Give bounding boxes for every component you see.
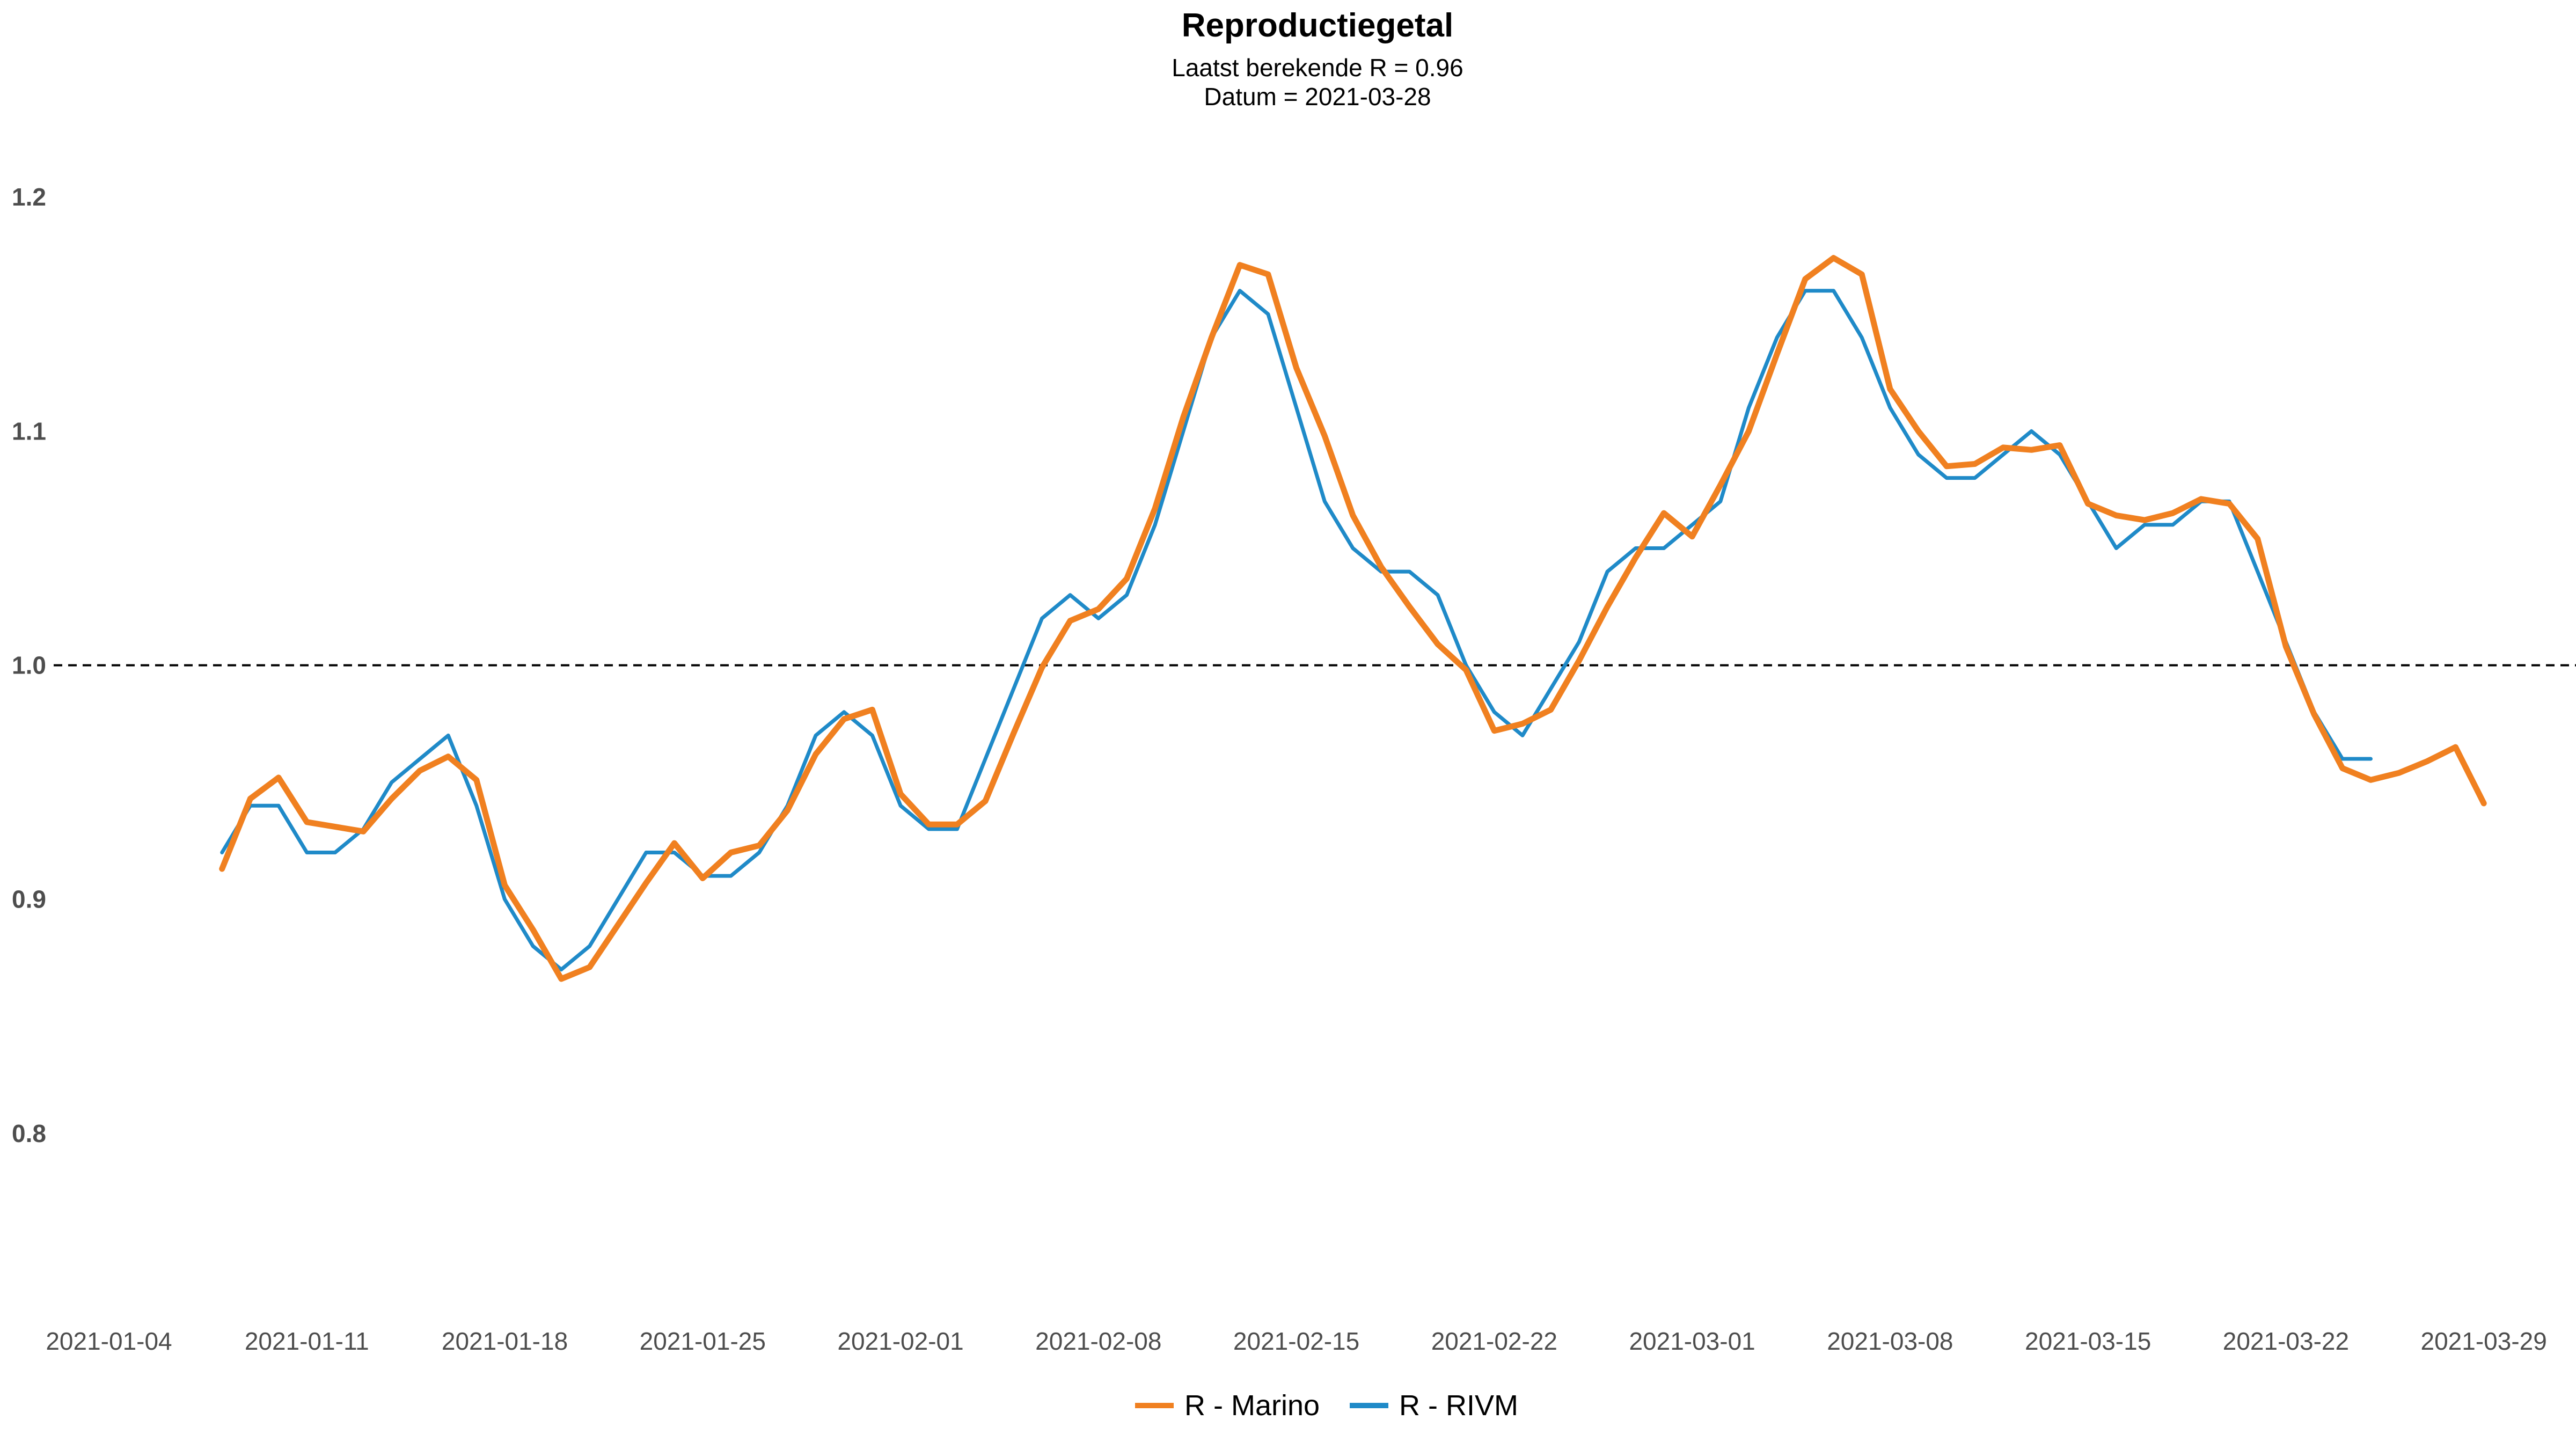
y-tick-label: 1.0 [12,652,46,679]
series-line-r-rivm [220,289,2373,972]
chart-title-group: Reproductiegetal Laatst berekende R = 0.… [1172,7,1463,111]
x-tick-label: 2021-03-08 [1827,1327,1953,1355]
x-tick-label: 2021-01-04 [46,1327,172,1355]
legend-label-r-rivm: R - RIVM [1399,1389,1518,1422]
legend: R - Marino R - RIVM [1135,1389,1518,1422]
y-tick-label: 1.1 [12,417,46,445]
x-tick-label: 2021-01-11 [245,1327,369,1355]
chart-subtitle-line1: Laatst berekende R = 0.96 [1172,54,1463,82]
legend-label-r-marino: R - Marino [1184,1389,1320,1422]
y-tick-label: 0.8 [12,1119,46,1147]
x-tick-label: 2021-01-25 [640,1327,766,1355]
y-tick-label: 1.2 [12,183,46,211]
x-tick-label: 2021-02-22 [1431,1327,1557,1355]
x-tick-label: 2021-01-18 [442,1327,568,1355]
x-tick-label: 2021-02-08 [1035,1327,1161,1355]
series-lines [219,255,2487,982]
x-tick-label: 2021-02-15 [1233,1327,1359,1355]
chart-title: Reproductiegetal [1182,7,1453,44]
x-tick-label: 2021-02-01 [837,1327,963,1355]
y-axis-ticks: 0.8 0.9 1.0 1.1 1.2 [12,183,46,1147]
x-tick-label: 2021-03-29 [2421,1327,2547,1355]
y-tick-label: 0.9 [12,885,46,913]
x-tick-label: 2021-03-01 [1629,1327,1755,1355]
x-tick-label: 2021-03-15 [2025,1327,2151,1355]
x-axis-ticks: 2021-01-04 2021-01-11 2021-01-18 2021-01-25… [46,1327,2546,1355]
x-tick-label: 2021-03-22 [2223,1327,2349,1355]
series-line-r-marino [219,255,2487,982]
chart-subtitle-line2: Datum = 2021-03-28 [1204,83,1431,111]
